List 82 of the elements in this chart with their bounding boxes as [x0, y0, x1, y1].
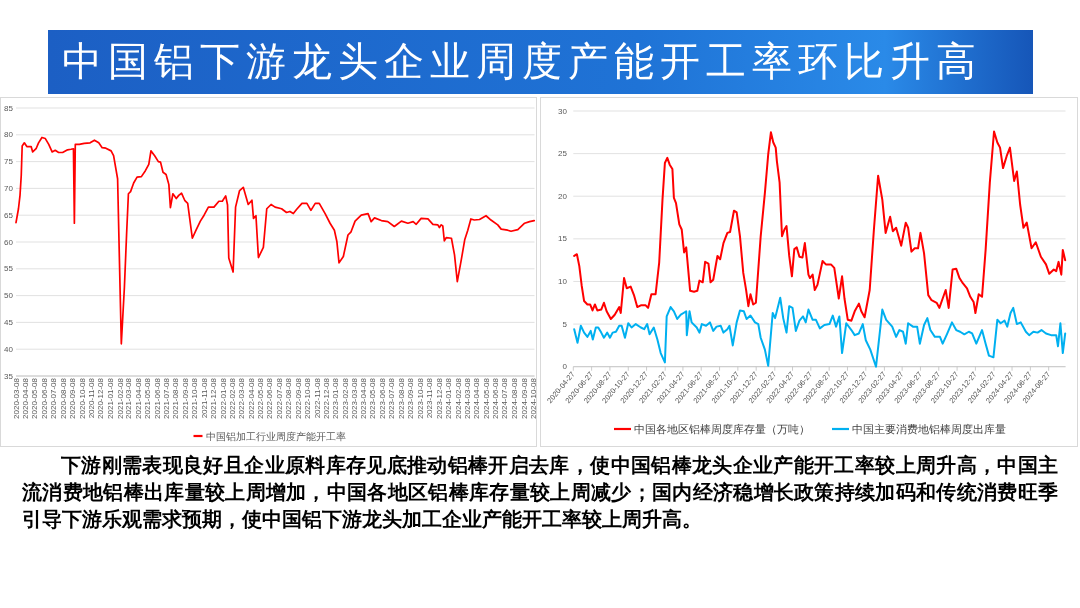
- x-tick-label: 2022-04-08: [246, 377, 256, 419]
- x-tick-label: 2021-10-08: [190, 377, 200, 419]
- line-series: [573, 130, 1067, 322]
- x-tick-label: 2021-04-08: [133, 377, 143, 419]
- x-tick-label: 2021-03-08: [124, 377, 134, 419]
- x-tick-label: 2023-04-08: [359, 377, 369, 419]
- text: 中国铝下游龙头企业周度产能开工率环比升高: [62, 38, 982, 86]
- x-tick-label: 2020-07-08: [49, 377, 59, 419]
- legend-label: 中国各地区铝棒周度库存量（万吨）: [634, 423, 810, 435]
- x-tick-label: 2024-08-08: [509, 377, 519, 419]
- x-tick-label: 2023-12-08: [434, 377, 444, 419]
- y-tick-label: 10: [558, 276, 568, 286]
- x-tick-label: 2020-06-08: [39, 377, 49, 419]
- y-tick-label: 80: [4, 130, 14, 140]
- x-tick-label: 2021-08-08: [171, 377, 181, 419]
- y-tick-label: 35: [4, 371, 14, 381]
- x-tick-label: 2022-03-08: [236, 377, 246, 419]
- legend-label: 中国主要消费地铝棒周度出库量: [852, 423, 1006, 435]
- x-tick-label: 2021-11-08: [199, 377, 209, 419]
- x-tick-label: 2022-09-08: [293, 377, 303, 419]
- x-tick-label: 2022-05-08: [255, 377, 265, 419]
- x-tick-label: 2022-11-08: [312, 377, 322, 419]
- y-tick-label: 75: [4, 157, 14, 167]
- y-tick-label: 0: [562, 362, 568, 372]
- x-tick-label: 2023-11-08: [425, 377, 435, 419]
- x-tick-label: 2024-01-08: [444, 377, 454, 419]
- x-tick-label: 2024-04-08: [472, 377, 482, 419]
- x-tick-label: 2021-05-08: [143, 377, 153, 419]
- x-tick-label: 2021-09-08: [181, 377, 191, 419]
- x-tick-label: 2022-02-08: [228, 377, 238, 419]
- x-tick-label: 2021-12-08: [209, 377, 219, 419]
- legend-label: 中国铝加工行业周度产能开工率: [205, 430, 346, 442]
- y-tick-label: 50: [4, 291, 14, 301]
- x-tick-label: 2023-08-08: [396, 377, 406, 419]
- x-tick-label: 2022-12-08: [321, 377, 331, 419]
- x-tick-label: 2023-09-08: [406, 377, 416, 419]
- y-tick-label: 15: [558, 234, 568, 244]
- x-tick-label: 2020-11-08: [87, 377, 97, 419]
- y-tick-label: 40: [4, 344, 14, 354]
- x-tick-label: 2021-07-08: [161, 377, 171, 419]
- x-tick-label: 2021-01-08: [106, 377, 115, 419]
- x-tick-label: 2024-05-08: [481, 377, 491, 419]
- x-tick-label: 2024-02-08: [453, 377, 463, 419]
- x-tick-label: 2024-09-08: [519, 377, 529, 419]
- x-tick-label: 2024-03-08: [462, 377, 472, 419]
- x-tick-label: 2024-06-08: [491, 377, 501, 419]
- y-tick-label: 85: [4, 103, 14, 113]
- x-tick-label: 2020-10-08: [77, 377, 87, 419]
- x-tick-label: 2020-03-08: [11, 377, 21, 419]
- y-tick-label: 20: [558, 191, 568, 201]
- x-tick-label: 2023-01-08: [331, 377, 341, 419]
- x-tick-label: 2020-08-08: [58, 377, 68, 419]
- x-tick-label: 2020-04-08: [21, 377, 31, 419]
- x-tick-label: 2022-07-08: [274, 377, 284, 419]
- x-tick-label: 2022-08-08: [284, 377, 294, 419]
- x-tick-label: 2020-12-08: [96, 377, 106, 419]
- line-series: [15, 136, 536, 345]
- x-tick-label: 2020-09-08: [68, 377, 78, 419]
- y-tick-label: 45: [4, 317, 14, 327]
- x-tick-label: 2024-10-08: [528, 377, 538, 419]
- text: 下游刚需表现良好且企业原料库存见底推动铝棒开启去库，使中国铝棒龙头企业产能开工率较上周升高，中国主流消费地铝棒出库量较上周增加，中国各地区铝棒库存量较上周减少；国内经济稳增长政策持续加码和传统消费旺季引导下游乐观需求预期，使中国铝下游龙头加工企业产能开工率较上周升高。: [22, 453, 1058, 532]
- x-tick-label: 2023-05-08: [368, 377, 378, 419]
- x-tick-label: 2021-06-08: [152, 377, 162, 419]
- x-tick-label: 2023-07-08: [387, 377, 397, 419]
- x-tick-label: 2023-06-08: [378, 377, 388, 419]
- x-tick-label: 2022-10-08: [303, 377, 313, 419]
- x-tick-label: 2023-02-08: [341, 377, 351, 419]
- x-tick-label: 2021-02-08: [115, 377, 125, 419]
- y-tick-label: 30: [558, 106, 568, 116]
- line-series: [573, 296, 1067, 368]
- y-tick-label: 70: [4, 183, 14, 193]
- x-tick-label: 2020-05-08: [30, 377, 40, 419]
- y-tick-label: 65: [4, 210, 14, 220]
- x-tick-label: 2022-06-08: [265, 377, 275, 419]
- y-tick-label: 5: [562, 319, 568, 329]
- x-tick-label: 2023-10-08: [415, 377, 425, 419]
- x-tick-label: 2024-07-08: [500, 377, 510, 419]
- y-tick-label: 55: [4, 264, 14, 274]
- y-tick-label: 25: [558, 149, 568, 159]
- x-tick-label: 2023-03-08: [349, 377, 359, 419]
- y-tick-label: 60: [4, 237, 14, 247]
- x-tick-label: 2022-01-08: [218, 377, 228, 419]
